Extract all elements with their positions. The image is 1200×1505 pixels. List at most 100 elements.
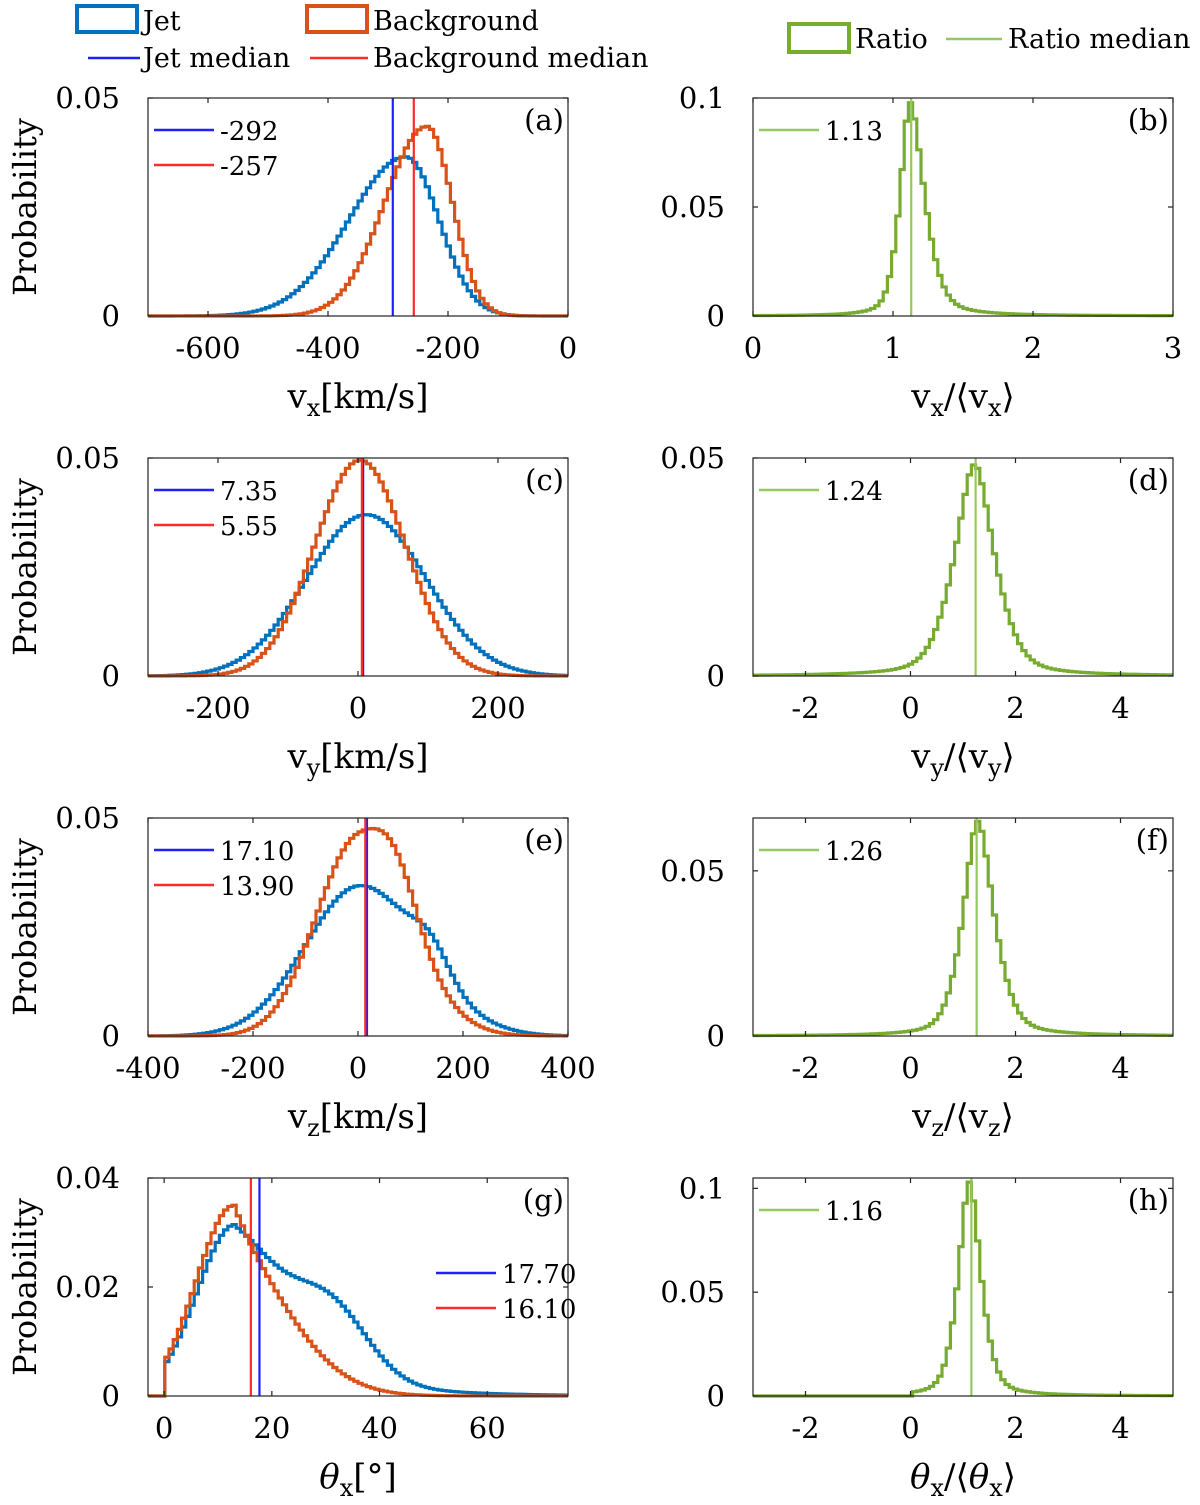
inner-legend-value-jet_median: 17.70: [502, 1260, 576, 1290]
x-tick-label: 4: [1111, 691, 1129, 725]
x-axis-label-c: vy[km/s]: [286, 737, 428, 782]
inner-legend-value-background_median: 16.10: [502, 1295, 576, 1325]
y-tick-label: 0: [102, 1379, 120, 1413]
axes-box-f: [752, 817, 1174, 1037]
inner-legend-value-jet_median: 7.35: [220, 477, 278, 507]
x-axis-label-h: θx/⟨θx⟩: [910, 1457, 1016, 1502]
histogram-jet-c: [148, 513, 568, 678]
inner-legend-value-ratio_median: 1.24: [825, 477, 883, 507]
panel-label-h: (h): [1128, 1183, 1169, 1217]
x-tick-label: -600: [175, 331, 240, 365]
x-tick-label: 4: [1111, 1051, 1129, 1085]
inner-legend-value-background_median: 13.90: [220, 872, 294, 902]
x-axis-label-e: vz[km/s]: [287, 1097, 428, 1142]
panel-f: -2 0 2 4 0 0.05 (f) vz/⟨vz⟩ 1.26: [660, 817, 1174, 1142]
histogram-ratio-h: [753, 1180, 1173, 1398]
y-axis-label-a: Probability: [6, 118, 44, 296]
x-tick-label: 3: [1164, 331, 1182, 365]
inner-legend-value-background_median: 5.55: [220, 512, 278, 542]
panel-label-b: (b): [1128, 103, 1169, 137]
x-tick-label: 0: [901, 1411, 919, 1445]
x-tick-label: 200: [470, 691, 525, 725]
x-axis-label-b: vx/⟨vx⟩: [910, 377, 1015, 422]
y-tick-label: 0.05: [660, 441, 725, 475]
y-tick-label: 0.05: [660, 190, 725, 224]
x-tick-label: -2: [791, 1051, 819, 1085]
histogram-background-a: [148, 124, 568, 318]
panel-h: -2 0 2 4 0 0.05 0.1 (h) θx/⟨θx⟩ 1.16: [660, 1171, 1174, 1502]
y-tick-label: 0.1: [679, 81, 725, 115]
y-tick-label: 0.05: [55, 441, 120, 475]
panel-d: -2 0 2 4 0 0.05 (d) vy/⟨vy⟩ 1.24: [660, 441, 1174, 782]
legend-jet-label: Jet: [140, 6, 181, 37]
x-tick-label: -400: [115, 1051, 180, 1085]
y-tick-label: 0.05: [55, 81, 120, 115]
panel-e: -400 -200 0 200 400 0 0.05 (e) Probability vz[km/…: [6, 801, 596, 1142]
x-tick-label: 2: [1006, 1411, 1024, 1445]
panel-label-e: (e): [524, 823, 564, 857]
legend-ratio-label: Ratio: [855, 24, 928, 55]
x-axis-label-f: vz/⟨vz⟩: [911, 1097, 1014, 1142]
y-tick-label: 0: [102, 659, 120, 693]
legend-right: Ratio Ratio median: [787, 22, 1190, 55]
inner-legend-value-jet_median: 17.10: [220, 837, 294, 867]
legend-background-swatch: [305, 4, 369, 34]
panel-b: 0 1 2 3 0 0.05 0.1 (b) vx/⟨vx⟩ 1.13: [660, 81, 1182, 422]
legend-left: Jet Jet median Background Background med…: [75, 4, 649, 74]
histogram-jet-e: [148, 883, 568, 1038]
histogram-ratio-b: [753, 101, 1173, 318]
x-tick-label: 0: [901, 691, 919, 725]
histogram-jet-g: [148, 1222, 568, 1398]
x-tick-label: 200: [435, 1051, 490, 1085]
panel-c: -200 0 200 0 0.05 (c) Probability vy[km/s] 7.35 5…: [6, 441, 569, 782]
panel-g: 0 20 40 60 0 0.02 0.04 (g) Probability θx[°] 17.70…: [6, 1161, 576, 1502]
inner-legend-value-ratio_median: 1.16: [825, 1197, 883, 1227]
legend-ratio-median-label: Ratio median: [1008, 24, 1190, 55]
y-tick-label: 0.05: [660, 1275, 725, 1309]
y-axis-label-g: Probability: [6, 1198, 44, 1376]
axes-box-h: [752, 1177, 1174, 1397]
inner-legend-value-ratio_median: 1.13: [825, 117, 883, 147]
legend-jet-swatch: [75, 4, 139, 34]
y-tick-label: 0.05: [55, 801, 120, 835]
x-tick-label: 2: [1024, 331, 1042, 365]
x-tick-label: 0: [349, 691, 367, 725]
axes-box-d: [752, 457, 1174, 677]
x-tick-label: 2: [1006, 691, 1024, 725]
histogram-ratio-d: [753, 463, 1173, 677]
x-tick-label: -200: [220, 1051, 285, 1085]
x-tick-label: 1: [884, 331, 902, 365]
y-tick-label: 0.05: [660, 854, 725, 888]
x-tick-label: 0: [349, 1051, 367, 1085]
x-axis-label-a: vx[km/s]: [286, 377, 428, 422]
y-tick-label: 0.04: [55, 1161, 120, 1195]
histogram-jet-a: [148, 155, 568, 318]
x-tick-label: 20: [253, 1411, 290, 1445]
inner-legend-value-jet_median: -292: [220, 117, 278, 147]
inner-legend-value-ratio_median: 1.26: [825, 837, 883, 867]
y-tick-label: 0: [102, 299, 120, 333]
legend-background-median-label: Background median: [373, 43, 649, 74]
panel-label-a: (a): [524, 103, 564, 137]
panel-label-g: (g): [523, 1183, 564, 1217]
panel-a: -600 -400 -200 0 0 0.05 (a) Probability vx[km/s]…: [6, 81, 577, 422]
legend-ratio-swatch: [787, 22, 851, 54]
y-tick-label: 0: [707, 1019, 725, 1053]
x-axis-label-g: θx[°]: [319, 1457, 397, 1502]
x-tick-label: 60: [469, 1411, 506, 1445]
x-tick-label: 2: [1006, 1051, 1024, 1085]
histogram-ratio-f: [753, 819, 1173, 1038]
y-tick-label: 0: [707, 299, 725, 333]
legend-background-label: Background: [373, 6, 539, 37]
x-tick-label: 0: [744, 331, 762, 365]
x-tick-label: 4: [1111, 1411, 1129, 1445]
histogram-background-c: [148, 458, 568, 678]
y-tick-label: 0.02: [55, 1270, 120, 1304]
y-tick-label: 0: [707, 659, 725, 693]
panel-label-c: (c): [525, 463, 564, 497]
inner-legend-value-background_median: -257: [220, 152, 278, 182]
panel-label-f: (f): [1136, 823, 1169, 857]
y-tick-label: 0.1: [679, 1171, 725, 1205]
x-tick-label: -2: [791, 1411, 819, 1445]
